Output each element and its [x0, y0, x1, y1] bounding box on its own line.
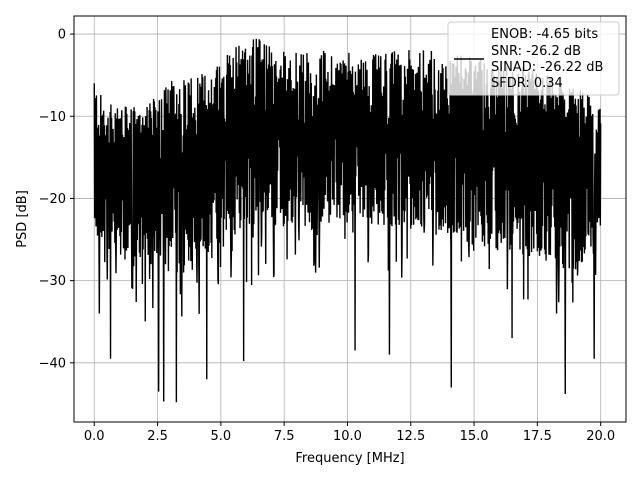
y-axis-ticks: 0 −10 −20 −30 −40 [39, 28, 74, 371]
x-tick-label: 12.5 [396, 429, 425, 444]
y-tick-label: −20 [39, 192, 66, 207]
legend-sfdr: SFDR: 0.34 [491, 76, 563, 91]
x-axis-ticks: 0.0 2.5 5.0 7.5 10.0 12.5 15.0 17.5 20.0 [84, 422, 615, 444]
y-tick-label: −10 [39, 110, 66, 125]
y-tick-label: −30 [39, 274, 66, 289]
x-tick-label: 20.0 [586, 429, 615, 444]
x-axis-label: Frequency [MHz] [295, 451, 404, 466]
trace-layer [93, 38, 602, 403]
x-tick-label: 2.5 [147, 429, 168, 444]
legend-sinad: SINAD: -26.22 dB [491, 60, 603, 75]
legend-box [447, 21, 620, 96]
legend: ENOB: -4.65 bits SNR: -26.2 dB SINAD: -2… [447, 21, 620, 96]
x-tick-label: 15.0 [460, 429, 489, 444]
plot-area-frame [73, 15, 627, 423]
x-tick-label: 17.5 [523, 429, 552, 444]
y-tick-label: −40 [39, 356, 66, 371]
x-tick-label: 5.0 [211, 429, 232, 444]
x-tick-label: 7.5 [274, 429, 295, 444]
psd-trace [93, 38, 602, 403]
legend-snr: SNR: -26.2 dB [491, 44, 581, 59]
x-tick-label: 10.0 [333, 429, 362, 444]
legend-enob: ENOB: -4.65 bits [491, 27, 598, 42]
y-tick-label: 0 [58, 28, 66, 43]
y-axis-label: PSD [dB] [15, 190, 30, 248]
x-tick-label: 0.0 [84, 429, 105, 444]
